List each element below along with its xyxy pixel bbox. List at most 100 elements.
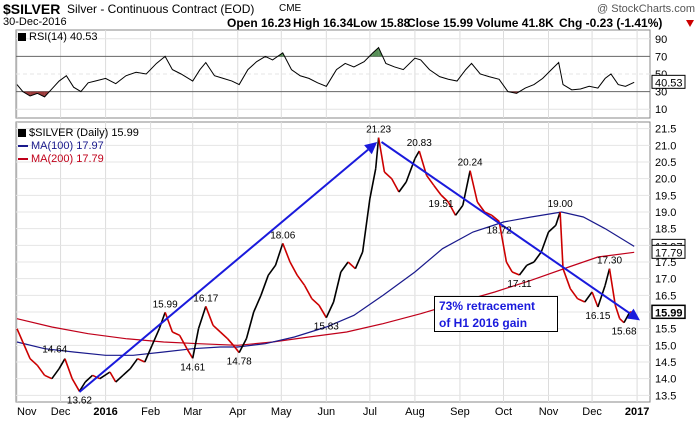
retracement-annotation: 73% retracement of H1 2016 gain [434,296,558,332]
price-segment [22,341,31,359]
price-segment [608,268,617,306]
price-point-label: 19.00 [548,199,573,210]
price-segment [115,374,124,383]
ma200-line [16,251,635,346]
price-segment [374,137,380,169]
price-segment [99,371,111,380]
trend-arrow-1 [78,148,369,393]
price-segment [289,261,298,276]
annotation-line-2: of H1 2016 gain [439,316,528,330]
x-tick-label: Dec [582,406,602,418]
price-point-label: 18.06 [270,230,295,241]
price-segment [498,221,508,263]
high-value: High 16.34 [293,16,354,30]
x-tick-label: 2017 [625,406,649,418]
price-point-label: 16.15 [585,311,610,322]
price-point-label: 19.51 [429,199,454,210]
change-value: Chg -0.23 (-1.41%) [559,16,663,30]
price-segment [526,261,535,267]
price-segment [158,312,166,329]
rsi-swatch [18,33,26,42]
x-tick-label: Jun [317,406,335,418]
price-tag-text: 17.79 [655,247,683,259]
price-point-label: 15.99 [153,299,178,310]
price-segment [425,174,435,186]
price-segment [44,374,53,380]
price-segment [354,251,364,269]
price-segment [361,198,371,253]
trend-arrow-head-2 [626,308,640,321]
legend-price-label: $SILVER (Daily) 15.99 [29,127,139,139]
y-tick-label: 21.5 [655,124,676,136]
price-segment [296,274,306,286]
price-segment [440,194,449,203]
price-segment [71,378,81,392]
price-segment [164,312,174,333]
legend-ma100: MA(100) 17.97 [18,140,139,153]
trend-arrow-head-1 [364,142,378,155]
price-segment [219,331,229,340]
y-tick-label: 20.0 [655,174,676,186]
y-tick-label: 19.0 [655,207,676,219]
price-segment [505,261,513,273]
close-value: Close 15.99 [407,16,474,30]
price-segment [511,271,520,276]
price-tag-box [651,244,686,259]
price-segment [559,211,564,269]
rsi-label-row: RSI(14) 40.53 [18,31,97,43]
trend-arrow-2 [380,141,631,315]
price-segment [51,368,60,380]
rsi-value-tag-text: 40.53 [655,77,683,89]
price-point-label: 17.11 [507,279,532,290]
price-segment [64,358,73,379]
rsi-value-tag: 40.53 [651,74,686,89]
annotation-line-1: 73% retracement [439,299,536,313]
price-point-label: 14.78 [227,357,252,368]
price-point-label: 15.83 [314,322,339,333]
price-point-label: 20.83 [407,138,432,149]
price-segment [484,211,493,217]
x-tick-label: May [271,406,292,418]
price-segment [172,331,180,337]
x-tick-label: Nov [17,406,37,418]
rsi-panel: 907050301040.53 [15,29,686,119]
price-tag: 17.79 [651,244,686,259]
price-segment [347,261,356,270]
low-value: Low 15.88 [353,16,411,30]
rsi-overbought-fill [372,47,379,57]
price-point-label: 18.72 [487,225,512,236]
price-segment [390,178,400,193]
y-tick-label: 15.0 [655,340,676,352]
price-point-label: 13.62 [67,395,92,406]
price-segment [144,345,153,363]
price-segment [197,306,207,329]
price-segment [619,318,625,324]
price-segment [303,284,313,300]
x-tick-label: Mar [183,406,202,418]
y-tick-label: 20.5 [655,157,676,169]
rsi-line [16,46,635,98]
x-tick-label: Apr [229,406,246,418]
price-segment [137,357,146,363]
x-tick-label: 2016 [93,406,117,418]
x-tick-label: Nov [539,406,559,418]
y-tick-label: 17.5 [655,257,676,269]
price-segment [29,358,38,366]
price-segment [604,268,611,286]
legend-ma200-swatch [18,158,28,161]
symbol-title: $SILVER [3,1,61,17]
price-segment [340,261,349,273]
price-segment [614,305,621,319]
y-tick-label: 21.0 [655,140,676,152]
y-tick-label: 14.0 [655,374,676,386]
price-segment [311,298,320,306]
price-segment [398,181,407,193]
price-segment [191,328,200,359]
rsi-value-tag-box [651,74,686,89]
price-segment [232,344,240,354]
price-segment [540,231,550,253]
legend-ma200-label: MA(200) 17.79 [31,153,104,165]
price-segment [151,328,161,346]
price-segment [205,306,214,326]
